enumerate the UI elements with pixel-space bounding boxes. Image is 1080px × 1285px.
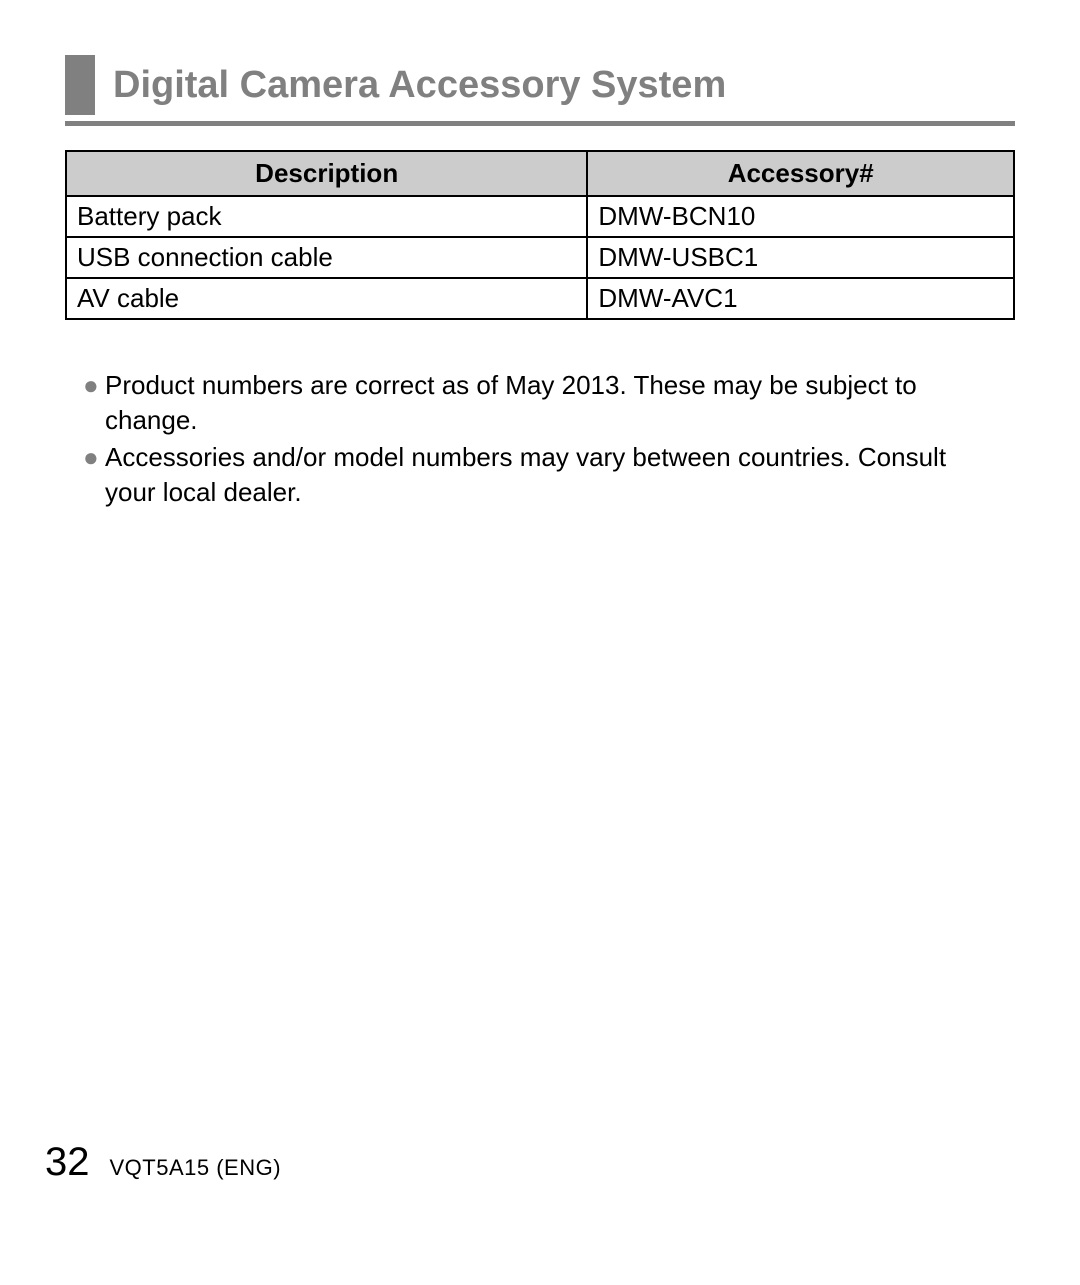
title-accent-bar — [65, 55, 95, 115]
accessory-table-wrap: Description Accessory# Battery pack DMW-… — [65, 150, 1015, 320]
note-text: Product numbers are correct as of May 20… — [105, 368, 997, 438]
page-footer: 32 VQT5A15 (ENG) — [45, 1140, 281, 1185]
column-header-accessory: Accessory# — [587, 151, 1014, 196]
cell-description: AV cable — [66, 278, 587, 319]
column-header-description: Description — [66, 151, 587, 196]
cell-description: Battery pack — [66, 196, 587, 237]
note-item: ● Product numbers are correct as of May … — [83, 368, 997, 438]
cell-accessory: DMW-BCN10 — [587, 196, 1014, 237]
note-item: ● Accessories and/or model numbers may v… — [83, 440, 997, 510]
cell-accessory: DMW-USBC1 — [587, 237, 1014, 278]
accessory-table: Description Accessory# Battery pack DMW-… — [65, 150, 1015, 320]
page-title: Digital Camera Accessory System — [113, 55, 726, 115]
document-code: VQT5A15 (ENG) — [110, 1155, 282, 1181]
table-row: AV cable DMW-AVC1 — [66, 278, 1014, 319]
cell-description: USB connection cable — [66, 237, 587, 278]
manual-page: Digital Camera Accessory System Descript… — [0, 0, 1080, 1285]
bullet-icon: ● — [83, 440, 105, 475]
table-row: USB connection cable DMW-USBC1 — [66, 237, 1014, 278]
page-number: 32 — [45, 1140, 90, 1185]
title-block: Digital Camera Accessory System — [65, 55, 1015, 126]
cell-accessory: DMW-AVC1 — [587, 278, 1014, 319]
bullet-icon: ● — [83, 368, 105, 403]
notes-list: ● Product numbers are correct as of May … — [65, 368, 1015, 510]
table-row: Battery pack DMW-BCN10 — [66, 196, 1014, 237]
note-text: Accessories and/or model numbers may var… — [105, 440, 997, 510]
table-header-row: Description Accessory# — [66, 151, 1014, 196]
